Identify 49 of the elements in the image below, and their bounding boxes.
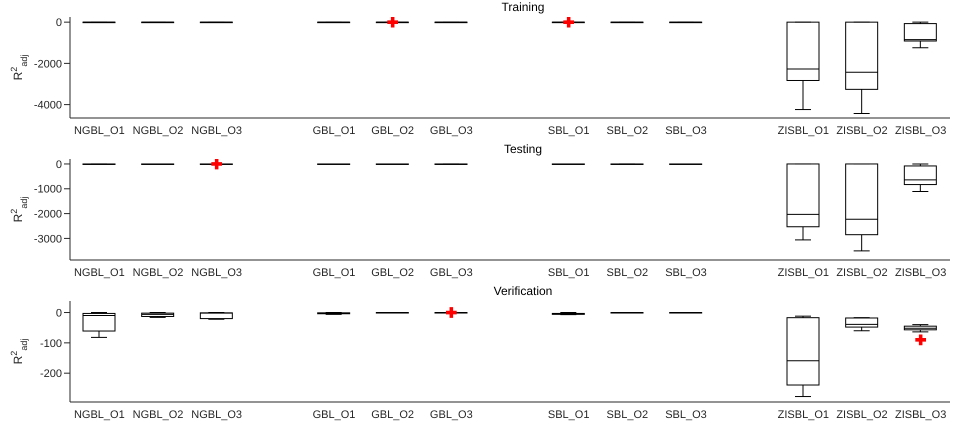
y-tick-label: -4000 (34, 100, 62, 112)
x-tick-label: ZISBL_O1 (778, 266, 830, 279)
x-tick-label: SBL_O1 (548, 266, 590, 279)
x-tick-label: GBL_O1 (312, 124, 356, 137)
x-tick-label: SBL_O3 (665, 124, 707, 137)
x-tick-label: NGBL_O2 (132, 124, 184, 137)
x-tick-label: ZISBL_O2 (836, 266, 888, 279)
x-tick-label: ZISBL_O1 (778, 124, 830, 137)
x-tick-label: ZISBL_O2 (836, 408, 888, 421)
x-tick-label: GBL_O3 (430, 266, 473, 279)
x-tick-label: GBL_O2 (371, 124, 414, 137)
x-tick-label: NGBL_O1 (74, 124, 125, 137)
chart-title: Training (500, 0, 546, 14)
x-tick-label: ZISBL_O2 (836, 124, 888, 137)
x-tick-label: NGBL_O1 (74, 408, 125, 421)
x-tick-label: SBL_O2 (606, 124, 648, 137)
x-tick-label: SBL_O2 (606, 408, 648, 421)
x-tick-label: ZISBL_O3 (894, 266, 946, 279)
x-tick-label: NGBL_O2 (132, 266, 184, 279)
x-tick-label: GBL_O3 (430, 408, 473, 421)
y-tick-label: 0 (56, 17, 62, 30)
y-tick-label: -100 (40, 338, 62, 350)
x-tick-label: NGBL_O3 (191, 124, 242, 137)
x-tick-label: SBL_O1 (548, 124, 590, 137)
y-tick-label: -2000 (34, 208, 62, 220)
x-tick-label: GBL_O2 (371, 408, 414, 421)
x-tick-label: ZISBL_O1 (778, 408, 830, 421)
x-tick-label: GBL_O3 (430, 124, 473, 137)
y-tick-label: 0 (56, 307, 62, 320)
x-tick-label: NGBL_O3 (191, 408, 242, 421)
y-tick-label: -1000 (34, 184, 62, 196)
x-tick-label: GBL_O2 (371, 266, 414, 279)
x-tick-label: NGBL_O3 (191, 266, 242, 279)
y-tick-label: -200 (40, 368, 62, 380)
chart-title: Testing (502, 142, 544, 156)
y-tick-label: -3000 (34, 233, 62, 246)
x-tick-label: ZISBL_O3 (894, 124, 946, 137)
x-tick-label: NGBL_O2 (132, 408, 184, 421)
x-tick-label: ZISBL_O3 (894, 408, 946, 421)
x-tick-label: SBL_O1 (548, 408, 590, 421)
chart-title: Verification (492, 284, 554, 298)
y-tick-label: 0 (56, 158, 62, 171)
x-tick-label: GBL_O1 (312, 408, 356, 421)
x-tick-label: SBL_O3 (665, 408, 707, 421)
x-tick-label: SBL_O2 (606, 266, 648, 279)
x-tick-label: NGBL_O1 (74, 266, 125, 279)
y-tick-label: -2000 (34, 58, 62, 70)
x-tick-label: GBL_O1 (312, 266, 356, 279)
x-tick-label: SBL_O3 (665, 266, 707, 279)
